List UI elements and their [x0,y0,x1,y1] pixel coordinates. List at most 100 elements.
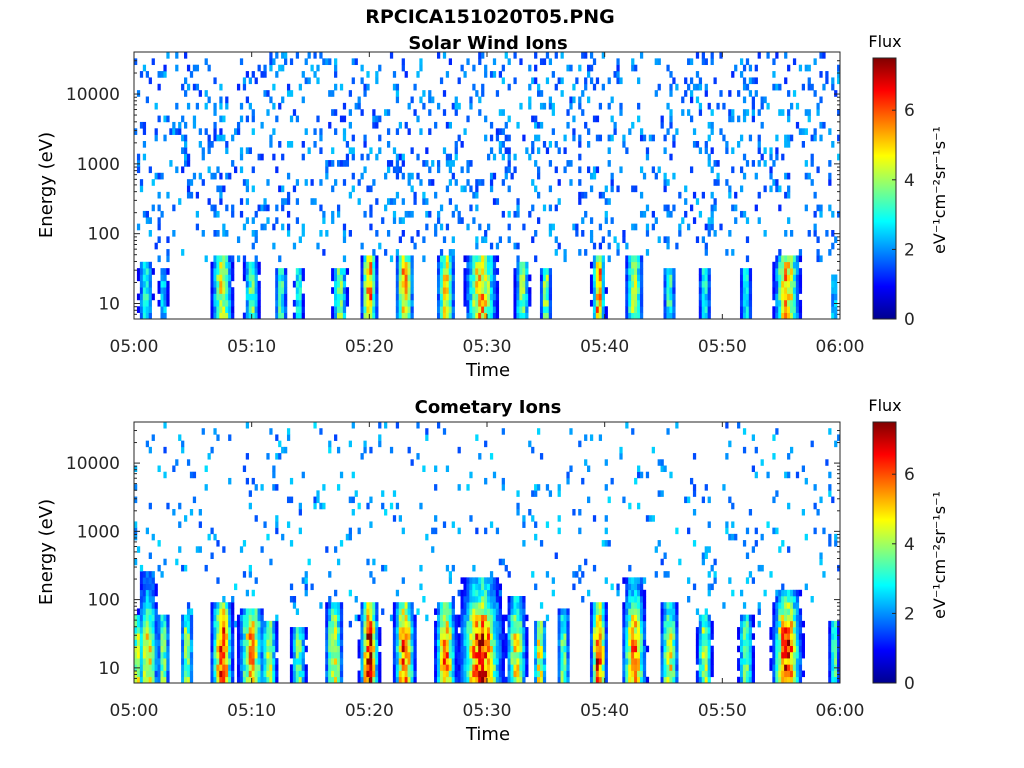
heatmap-cell [475,191,479,199]
heatmap-cell [595,664,600,671]
heatmap-cell [372,274,376,282]
heatmap-cell [407,627,411,634]
heatmap-cell [672,664,676,671]
heatmap-cell [148,571,152,578]
heatmap-cell [160,676,164,684]
heatmap-cell [481,651,485,659]
heatmap-cell [257,287,261,294]
heatmap-cell [772,268,776,275]
heatmap-cell [239,147,244,155]
heatmap-cell [242,627,247,634]
heatmap-cell [228,602,232,609]
heatmap-cell [692,509,697,516]
heatmap-cell [701,651,705,659]
heatmap-cell [795,651,800,659]
heatmap-cell [442,676,447,684]
heatmap-cell [642,608,647,615]
heatmap-cell [260,651,264,659]
heatmap-cell [725,141,729,148]
heatmap-cell [569,160,573,167]
heatmap-cell [469,96,473,104]
heatmap-cell [592,658,597,665]
heatmap-cell [331,620,335,628]
heatmap-cell [336,160,341,167]
heatmap-cell [598,242,603,250]
heatmap-cell [445,71,450,78]
heatmap-cell [163,446,167,454]
heatmap-cell [254,299,258,307]
heatmap-cell [295,633,300,640]
heatmap-cell [204,128,208,135]
heatmap-cell [372,676,376,684]
heatmap-cell [795,121,800,129]
heatmap-cell [228,261,232,269]
heatmap-cell [739,166,744,174]
heatmap-cell [384,422,388,429]
heatmap-cell [257,261,261,269]
heatmap-cell [457,633,461,640]
heatmap-cell [195,223,200,231]
heatmap-cell [301,71,305,78]
heatmap-cell [595,274,600,282]
heatmap-cell [325,614,329,622]
heatmap-cell [601,255,605,263]
heatmap-cell [554,236,558,244]
heatmap-cell [628,583,632,591]
heatmap-cell [563,614,567,622]
heatmap-cell [466,293,470,301]
heatmap-cell [778,664,782,671]
heatmap-cell [781,540,785,547]
heatmap-cell [592,83,597,91]
heatmap-cell [451,564,455,572]
heatmap-cell [213,651,217,659]
heatmap-cell [336,299,341,307]
heatmap-cell [395,128,400,135]
heatmap-cell [666,676,670,684]
heatmap-cell [816,109,820,116]
heatmap-cell [478,306,482,313]
heatmap-cell [313,502,317,510]
heatmap-cell [445,645,450,653]
heatmap-cell [186,670,191,678]
heatmap-cell [751,614,755,622]
heatmap-cell [751,109,755,116]
heatmap-cell [331,217,335,224]
heatmap-cell [542,141,547,148]
heatmap-cell [742,287,747,294]
heatmap-cell [225,280,229,288]
heatmap-cell [269,141,273,148]
heatmap-cell [360,287,364,294]
heatmap-cell [439,664,444,671]
heatmap-cell [210,620,214,628]
heatmap-cell [339,633,344,640]
heatmap-cell [695,670,700,678]
heatmap-cell [701,236,705,244]
heatmap-cell [607,77,611,85]
heatmap-cell [622,614,626,622]
heatmap-cell [384,509,388,516]
heatmap-cell [301,230,305,237]
heatmap-cell [654,90,658,97]
heatmap-cell [669,602,673,609]
heatmap-cell [404,627,408,634]
heatmap-cell [698,109,703,116]
heatmap-cell [178,121,182,129]
heatmap-cell [519,596,523,603]
heatmap-cell [507,134,511,142]
heatmap-cell [457,210,461,218]
heatmap-cell [475,242,479,250]
heatmap-cell [195,546,200,553]
heatmap-cell [145,670,150,678]
heatmap-cell [369,658,373,665]
heatmap-cell [366,287,370,294]
heatmap-cell [795,471,800,479]
heatmap-cell [498,147,503,155]
heatmap-cell [231,261,235,269]
heatmap-cell [707,280,711,288]
heatmap-cell [331,268,335,275]
heatmap-cell [289,477,294,485]
heatmap-cell [775,651,779,659]
heatmap-cell [210,293,214,301]
heatmap-cell [778,658,782,665]
heatmap-cell [687,223,691,231]
